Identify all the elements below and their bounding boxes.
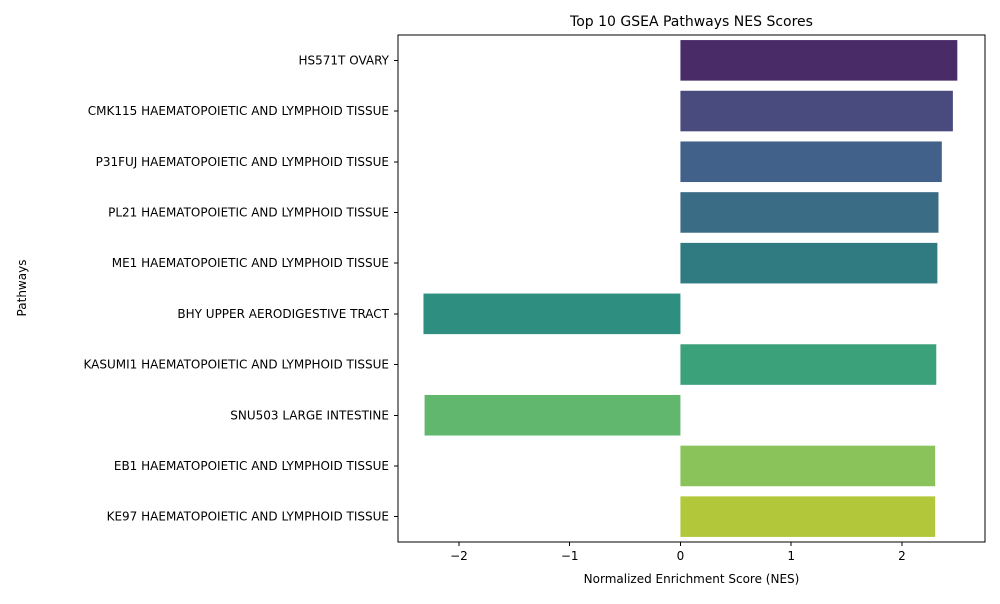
bar-2 [680,90,953,132]
y-tick-label: P31FUJ HAEMATOPOIETIC AND LYMPHOID TISSU… [96,155,389,169]
x-tick-label: 0 [677,549,685,563]
y-tick-label: KE97 HAEMATOPOIETIC AND LYMPHOID TISSUE [107,510,389,524]
y-axis: HS571T OVARY CMK115 HAEMATOPOIETIC AND LY… [84,53,398,524]
plot-border [397,34,986,543]
bar-1 [680,40,958,81]
x-axis: −2 −1 0 1 2 [450,542,906,563]
y-tick-label: SNU503 LARGE INTESTINE [230,408,389,422]
bar-4 [680,192,939,233]
bars-layer [423,40,958,537]
bar-8 [424,394,681,436]
y-tick-label: EB1 HAEMATOPOIETIC AND LYMPHOID TISSUE [114,459,389,473]
x-tick-label: −2 [450,549,468,563]
bar-5 [680,242,938,284]
chart-title: Top 10 GSEA Pathways NES Scores [569,14,813,30]
bar-9 [680,445,936,487]
y-tick-label: ME1 HAEMATOPOIETIC AND LYMPHOID TISSUE [112,256,389,270]
bar-10 [680,496,936,537]
y-tick-label: PL21 HAEMATOPOIETIC AND LYMPHOID TISSUE [108,205,389,219]
bar-3 [680,141,942,183]
y-tick-label: KASUMI1 HAEMATOPOIETIC AND LYMPHOID TISS… [84,358,389,372]
x-axis-label: Normalized Enrichment Score (NES) [584,572,800,586]
bar-6 [423,293,681,335]
y-axis-label: Pathways [15,260,29,317]
x-tick-label: 1 [787,549,795,563]
plot-frame [397,34,986,543]
y-tick-label: HS571T OVARY [299,53,390,67]
y-tick-label: BHY UPPER AERODIGESTIVE TRACT [177,307,389,321]
x-tick-label: 2 [898,549,906,563]
bar-7 [680,344,937,385]
x-tick-label: −1 [561,549,579,563]
y-tick-label: CMK115 HAEMATOPOIETIC AND LYMPHOID TISSU… [88,104,389,118]
